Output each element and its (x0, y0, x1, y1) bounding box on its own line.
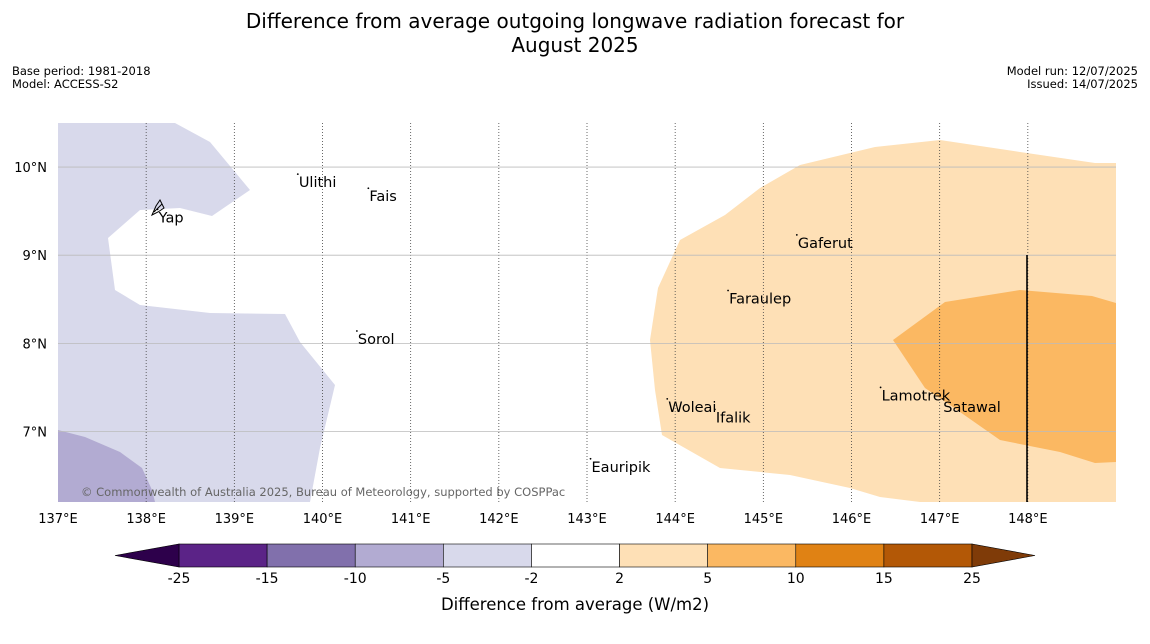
colorbar-segment (883, 543, 973, 568)
map-gridlines (58, 123, 1116, 502)
latitude-labels: 10°N 9°N 8°N 7°N (14, 161, 47, 440)
place-marker (355, 330, 358, 332)
place-label: Satawal (943, 400, 1000, 416)
place-label: Lamotrek (882, 388, 951, 404)
anomaly-region-mid-purple (58, 430, 155, 502)
latitude-tick-label: 7°N (23, 425, 48, 440)
colorbar-tick-label: -10 (344, 571, 367, 587)
longitude-tick-label: 139°E (215, 512, 255, 527)
colorbar-segment (178, 543, 268, 568)
place-marker (727, 289, 729, 292)
base-period: Base period: 1981-2018 (12, 64, 151, 78)
place-label: Faraulep (729, 291, 791, 307)
place-marker (589, 457, 592, 460)
metadata-left: Base period: 1981-2018 Model: ACCESS-S2 (12, 65, 151, 91)
map-plot-area: Ulithi Fais Yap Gaferut Faraulep Sorol Lamotre… (58, 123, 1116, 502)
colorbar-over-arrow (971, 543, 1036, 568)
colorbar-segment (707, 543, 797, 568)
longitude-tick-label: 143°E (567, 512, 607, 527)
colorbar-segment (619, 543, 708, 568)
longitude-tick-label: 145°E (744, 512, 784, 527)
issued-date: Issued: 14/07/2025 (1027, 77, 1138, 91)
longitude-tick-label: 144°E (655, 512, 695, 527)
colorbar-tick-label: 5 (703, 571, 712, 587)
place-label: Yap (158, 210, 184, 226)
colorbar-tick-label: -25 (168, 571, 191, 587)
metadata-right: Model run: 12/07/2025 Issued: 14/07/2025 (1007, 65, 1138, 91)
place-label: Fais (369, 189, 396, 205)
colorbar-tick-label: 25 (963, 571, 981, 587)
anomaly-region-light-purple (58, 123, 335, 502)
place-marker (367, 187, 370, 190)
colorbar-tick-label: -2 (524, 571, 538, 587)
longitude-tick-label: 146°E (832, 512, 872, 527)
colorbar: -25 -15 -10 -5 -2 2 5 10 15 25 (114, 543, 1036, 587)
latitude-tick-label: 9°N (23, 249, 48, 264)
title-line-1: Difference from average outgoing longwav… (245, 9, 905, 33)
model-name: Model: ACCESS-S2 (12, 77, 119, 91)
colorbar-segment (795, 543, 885, 568)
colorbar-segment (443, 543, 532, 568)
colorbar-under-arrow (114, 543, 180, 568)
longitude-tick-label: 148°E (1008, 512, 1048, 527)
place-marker (941, 397, 944, 400)
latitude-tick-label: 8°N (23, 337, 48, 352)
colorbar-tick-label: -15 (256, 571, 279, 587)
colorbar-segment (354, 543, 444, 568)
longitude-tick-label: 142°E (479, 512, 519, 527)
place-label: Eauripik (592, 460, 651, 476)
place-marker (879, 386, 882, 389)
longitude-tick-label: 137°E (38, 512, 78, 527)
colorbar-tick-label: 15 (875, 571, 893, 587)
colorbar-tick-label: 2 (615, 571, 624, 587)
model-run: Model run: 12/07/2025 (1006, 64, 1138, 78)
place-label: Woleai (668, 400, 716, 416)
place-label: Ulithi (299, 175, 337, 191)
yap-island-outline (150, 199, 165, 217)
latitude-tick-label: 10°N (14, 161, 47, 176)
longitude-tick-label: 138°E (126, 512, 166, 527)
longitude-tick-label: 147°E (920, 512, 960, 527)
colorbar-label: Difference from average (W/m2) (441, 595, 709, 614)
longitude-labels: 137°E 138°E 139°E 140°E 141°E 142°E 143°E 144°E… (38, 512, 1047, 527)
place-label: Ifalik (716, 410, 751, 426)
place-marker (795, 234, 798, 236)
anomaly-region-mid-orange (893, 290, 1116, 463)
colorbar-tick-label: -5 (436, 571, 450, 587)
place-marker (713, 408, 716, 411)
map-title: Difference from average outgoing longwav… (0, 9, 1150, 57)
place-label: Gaferut (798, 236, 853, 252)
copyright-notice: © Commonwealth of Australia 2025, Bureau… (81, 485, 565, 499)
colorbar-tick-label: 10 (787, 571, 805, 587)
colorbar-segment (531, 543, 620, 568)
title-line-2: August 2025 (511, 33, 639, 57)
longitude-tick-label: 140°E (303, 512, 343, 527)
place-labels: Ulithi Fais Yap Gaferut Faraulep Sorol Lamotre… (156, 173, 1001, 476)
place-marker (296, 173, 299, 176)
colorbar-segment (266, 543, 356, 568)
longitude-tick-label: 141°E (391, 512, 431, 527)
place-marker (666, 397, 669, 400)
place-label: Sorol (358, 332, 395, 348)
place-marker (156, 208, 159, 211)
